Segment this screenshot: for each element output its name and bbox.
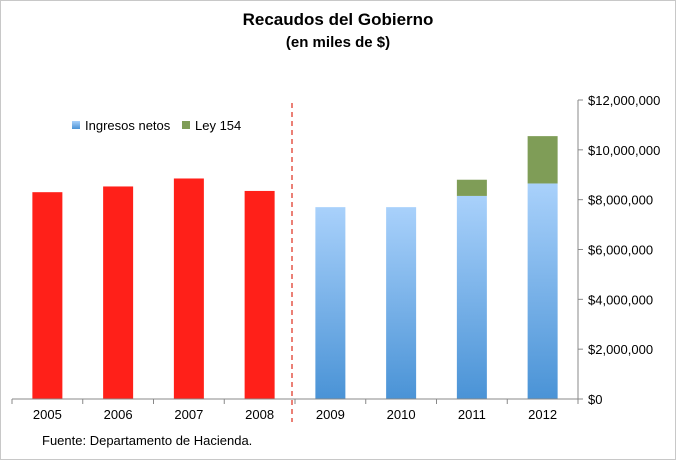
y-tick-label: $12,000,000 bbox=[588, 93, 660, 108]
y-tick-label: $8,000,000 bbox=[588, 193, 653, 208]
x-tick-label-2009: 2009 bbox=[316, 407, 345, 422]
bar-ingresos-netos-2010 bbox=[386, 207, 417, 399]
legend-label-ley-154: Ley 154 bbox=[195, 118, 241, 133]
y-tick-label: $10,000,000 bbox=[588, 143, 660, 158]
bar-recaudos-2005 bbox=[32, 192, 63, 399]
chart-title: Recaudos del Gobierno bbox=[242, 10, 434, 29]
bar-recaudos-2006 bbox=[103, 186, 134, 399]
x-tick-label-2006: 2006 bbox=[104, 407, 133, 422]
bar-recaudos-2007 bbox=[173, 178, 204, 399]
bar-ingresos-netos-2009 bbox=[315, 207, 346, 399]
bar-recaudos-2008 bbox=[244, 190, 275, 399]
y-tick-label: $4,000,000 bbox=[588, 292, 653, 307]
bar-ingresos-netos-2011 bbox=[456, 195, 487, 399]
source-note: Fuente: Departamento de Hacienda. bbox=[42, 433, 253, 448]
y-tick-label: $0 bbox=[588, 392, 602, 407]
x-tick-label-2010: 2010 bbox=[387, 407, 416, 422]
bar-ley-154-2011 bbox=[456, 179, 487, 196]
bar-ley-154-2012 bbox=[527, 136, 558, 184]
x-tick-label-2012: 2012 bbox=[528, 407, 557, 422]
x-tick-label-2005: 2005 bbox=[33, 407, 62, 422]
x-tick-label-2011: 2011 bbox=[458, 407, 486, 422]
legend-label-ingresos-netos: Ingresos netos bbox=[85, 118, 171, 133]
legend-swatch-ingresos-netos bbox=[72, 121, 80, 129]
x-tick-label-2008: 2008 bbox=[245, 407, 274, 422]
bar-ingresos-netos-2012 bbox=[527, 183, 558, 399]
y-tick-label: $6,000,000 bbox=[588, 243, 653, 258]
chart-subtitle: (en miles de $) bbox=[285, 34, 391, 51]
y-tick-label: $2,000,000 bbox=[588, 342, 653, 357]
legend-swatch-ley-154 bbox=[182, 121, 190, 129]
x-tick-label-2007: 2007 bbox=[174, 407, 203, 422]
